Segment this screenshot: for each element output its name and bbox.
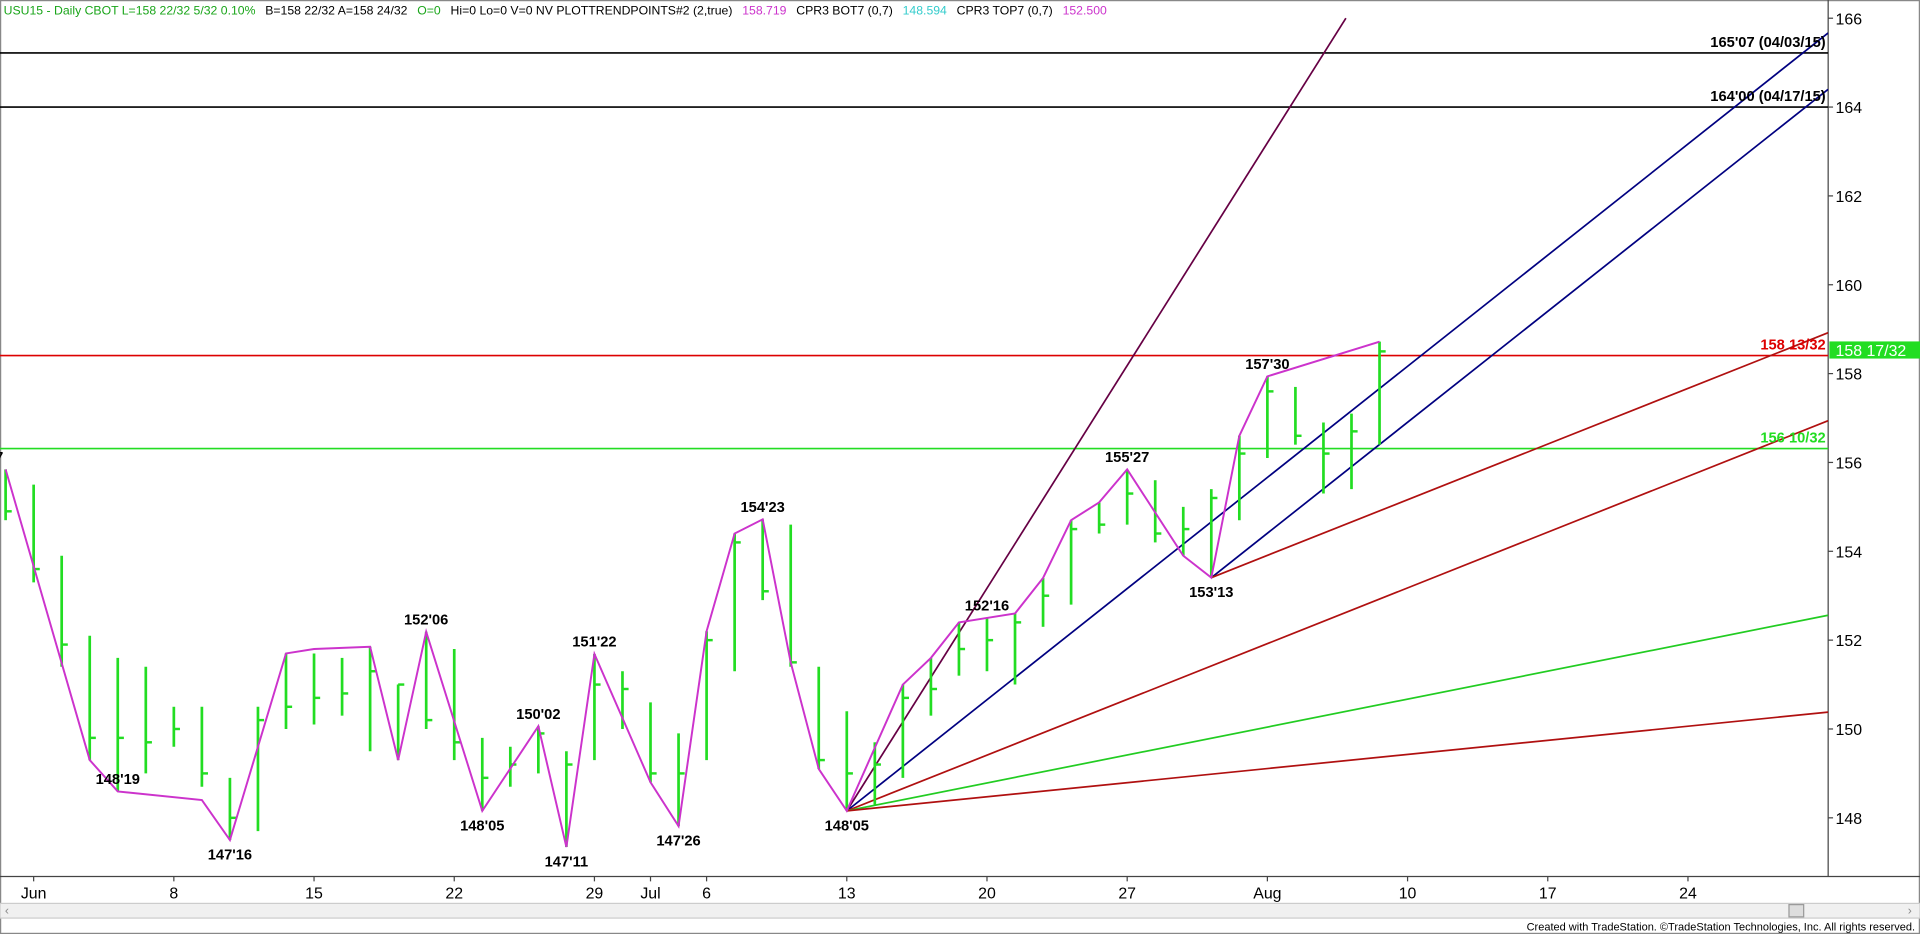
header-item: O=0 <box>417 4 441 18</box>
header-item: CPR3 TOP7 (0,7) <box>957 4 1053 18</box>
pivot-label: 147'11 <box>545 855 589 871</box>
x-tick-label: 20 <box>978 886 996 903</box>
y-tick-label: 150 <box>1836 722 1863 739</box>
pivot-label: 148'19 <box>96 772 140 788</box>
level-label: 158 13/32 <box>1760 337 1825 353</box>
scrollbar[interactable] <box>0 902 1920 919</box>
x-tick-label: 17 <box>1539 886 1557 903</box>
y-tick-label: 164 <box>1836 100 1863 117</box>
y-tick-label: 148 <box>1836 811 1863 828</box>
y-tick-label: 154 <box>1836 544 1863 561</box>
pivot-label: 152'06 <box>404 612 448 628</box>
last-price-box <box>1829 341 1920 359</box>
pivot-label: 155'27 <box>0 450 3 466</box>
trend-line <box>846 32 1829 812</box>
x-tick-label: Jun <box>21 886 47 903</box>
x-tick-label: 29 <box>586 886 604 903</box>
y-tick-label: 158 <box>1836 367 1863 384</box>
trend-line <box>846 614 1829 812</box>
x-tick-label: Aug <box>1253 886 1281 903</box>
pivot-label: 153'13 <box>1189 585 1233 601</box>
y-tick-label: 160 <box>1836 278 1863 295</box>
header: USU15 - Daily CBOT L=158 22/32 5/32 0.10… <box>4 4 1107 18</box>
last-price-label: 158 17/32 <box>1836 343 1907 360</box>
trend-line <box>846 711 1829 812</box>
x-tick-label: 27 <box>1118 886 1136 903</box>
pivot-label: 152'16 <box>965 599 1009 615</box>
y-tick-label: 152 <box>1836 633 1863 650</box>
x-tick-label: 24 <box>1679 886 1697 903</box>
header-item: 152.500 <box>1063 4 1107 18</box>
trend-line <box>1210 88 1829 579</box>
x-tick-label: Jul <box>640 886 660 903</box>
x-tick-label: 22 <box>445 886 463 903</box>
scroll-thumb[interactable] <box>1788 904 1805 918</box>
pivot-label: 150'02 <box>516 707 560 723</box>
pivot-label: 154'23 <box>740 500 784 516</box>
pivot-label: 147'16 <box>208 848 252 864</box>
x-tick-label: 8 <box>169 886 178 903</box>
trend-line <box>1210 331 1829 579</box>
pivot-label: 148'05 <box>825 818 869 834</box>
trendpoints-line <box>4 340 1380 848</box>
scroll-left[interactable]: ‹ <box>5 903 9 917</box>
y-tick-label: 166 <box>1836 11 1863 28</box>
header-item: 158.719 <box>742 4 786 18</box>
x-tick-label: 10 <box>1399 886 1417 903</box>
header-item: USU15 - Daily CBOT L=158 22/32 5/32 0.10… <box>4 4 256 18</box>
plot-area: 155'27 148'19 147'16 152'06 148'05 150'02 147'… <box>0 17 1829 871</box>
y-tick-label: 156 <box>1836 456 1863 473</box>
x-tick-label: 13 <box>838 886 856 903</box>
header-item: Hi=0 Lo=0 V=0 NV PLOTTRENDPOINTS#2 (2,tr… <box>451 4 733 18</box>
level-label: 156 10/32 <box>1760 430 1825 446</box>
pivot-label: 151'22 <box>572 635 616 651</box>
header-item: B=158 22/32 A=158 24/32 <box>265 4 407 18</box>
header-item: 148.594 <box>903 4 947 18</box>
pivot-label: 148'05 <box>460 818 504 834</box>
x-tick-label: 6 <box>702 886 711 903</box>
x-tick-label: 15 <box>305 886 323 903</box>
level-label: 165'07 (04/03/15) <box>1710 35 1825 51</box>
axes: 148 150 152 154 156 158 160 162 164 166 Jun 8 15 22 29… <box>21 11 1920 903</box>
y-tick-label: 162 <box>1836 189 1863 206</box>
pivot-label: 157'30 <box>1245 357 1289 373</box>
pivot-label: 155'27 <box>1105 450 1149 466</box>
level-label: 164'00 (04/17/15) <box>1710 89 1825 105</box>
trend-line <box>846 419 1829 812</box>
header-item: CPR3 BOT7 (0,7) <box>796 4 893 18</box>
footer: Created with TradeStation. ©TradeStation… <box>1527 921 1915 933</box>
pivot-label: 147'26 <box>656 834 700 850</box>
scroll-right[interactable]: › <box>1908 903 1912 917</box>
